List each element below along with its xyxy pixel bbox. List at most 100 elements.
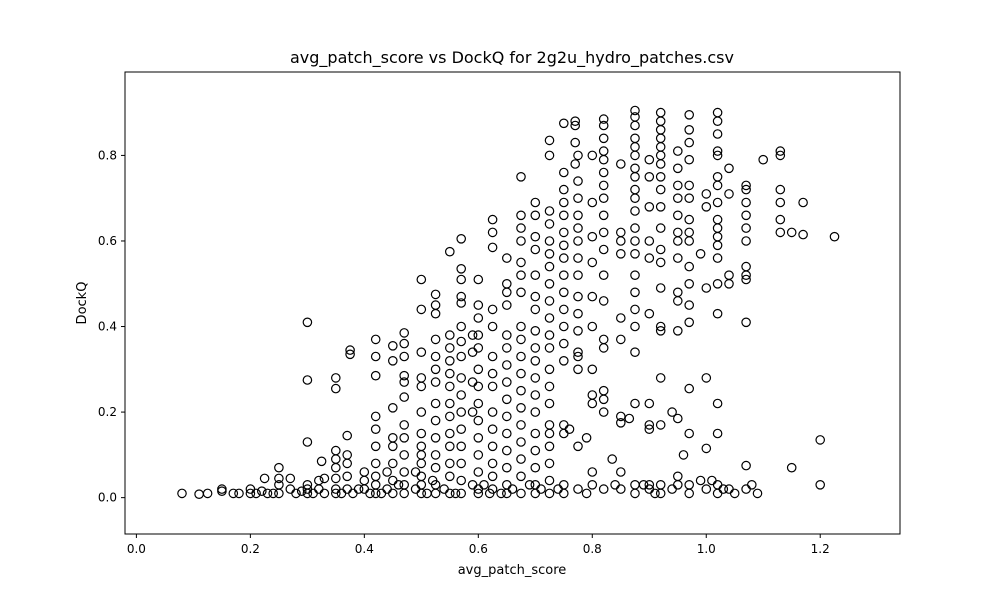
data-point [573,325,583,336]
data-point [655,107,666,118]
data-point [516,402,526,413]
data-point [644,398,655,409]
data-point [741,236,751,246]
data-point [630,193,640,203]
data-point [387,441,398,452]
data-point [644,236,655,246]
data-point [544,236,555,246]
data-point [399,432,409,443]
y-axis-ticks: 0.0 0.2 0.4 0.6 0.8 [98,148,125,505]
data-point [544,364,555,375]
data-point [501,479,512,490]
data-point [430,462,441,473]
data-point [724,163,734,174]
data-point [456,390,466,400]
data-point [644,202,655,212]
data-point [598,154,609,165]
data-point [530,231,541,242]
data-point [630,488,640,499]
data-point [615,484,626,494]
data-point [370,370,381,381]
data-point [430,377,441,387]
data-point [829,231,840,242]
data-point [194,489,204,499]
data-point [444,355,455,366]
data-point [573,150,583,161]
data-point [544,296,555,306]
data-point [234,488,244,499]
data-point [456,291,466,302]
data-point [501,411,512,422]
data-point [530,479,541,490]
data-point [516,385,526,396]
data-point [701,373,712,383]
data-point [336,488,347,499]
data-point [516,471,526,482]
data-point [672,146,683,156]
data-point [416,479,427,490]
data-point [473,398,484,409]
data-point [467,407,478,417]
data-point [695,249,706,259]
data-point [348,488,358,499]
data-point [655,172,666,182]
data-point [359,475,370,486]
data-point [615,159,626,169]
data-point [330,454,341,464]
data-point [530,488,541,499]
data-point [598,193,609,203]
data-point [598,210,609,221]
data-point [684,488,694,499]
data-point [573,364,583,375]
data-point [530,343,541,353]
data-point [573,176,583,186]
data-point [684,110,694,120]
data-point [630,287,640,298]
data-point [487,214,498,225]
data-point [342,458,352,469]
data-point [655,325,666,336]
x-tick-label: 0.2 [241,542,260,556]
data-point [558,479,569,490]
data-point [516,210,526,221]
plot-frame [124,71,901,535]
data-point [501,445,512,456]
data-point [530,270,541,280]
data-point [615,313,626,323]
data-point [607,454,617,464]
data-point [274,473,284,484]
data-point [741,223,751,233]
data-point [544,343,555,353]
data-point [741,197,751,208]
data-point [684,236,694,246]
data-point [544,261,555,272]
data-point [416,488,427,499]
data-point [598,120,609,131]
data-point [501,377,512,387]
data-point [701,202,712,212]
data-point [544,313,555,323]
data-point [544,458,555,469]
data-point [644,420,655,430]
data-point [672,236,683,246]
data-point [262,488,273,499]
data-point [456,234,466,244]
data-point [775,146,786,156]
data-point [712,479,723,490]
data-point [544,150,555,161]
data-point [501,330,512,340]
data-point [712,488,723,499]
data-point [684,214,694,225]
data-point [630,120,640,131]
data-point [630,206,640,216]
data-point [530,373,541,383]
data-point [672,413,683,424]
data-point [342,484,352,494]
data-point [285,473,296,484]
data-point [701,443,712,454]
data-point [544,381,555,392]
data-point [598,394,609,405]
data-point [558,338,569,349]
data-point [610,479,620,490]
data-point [684,383,694,394]
